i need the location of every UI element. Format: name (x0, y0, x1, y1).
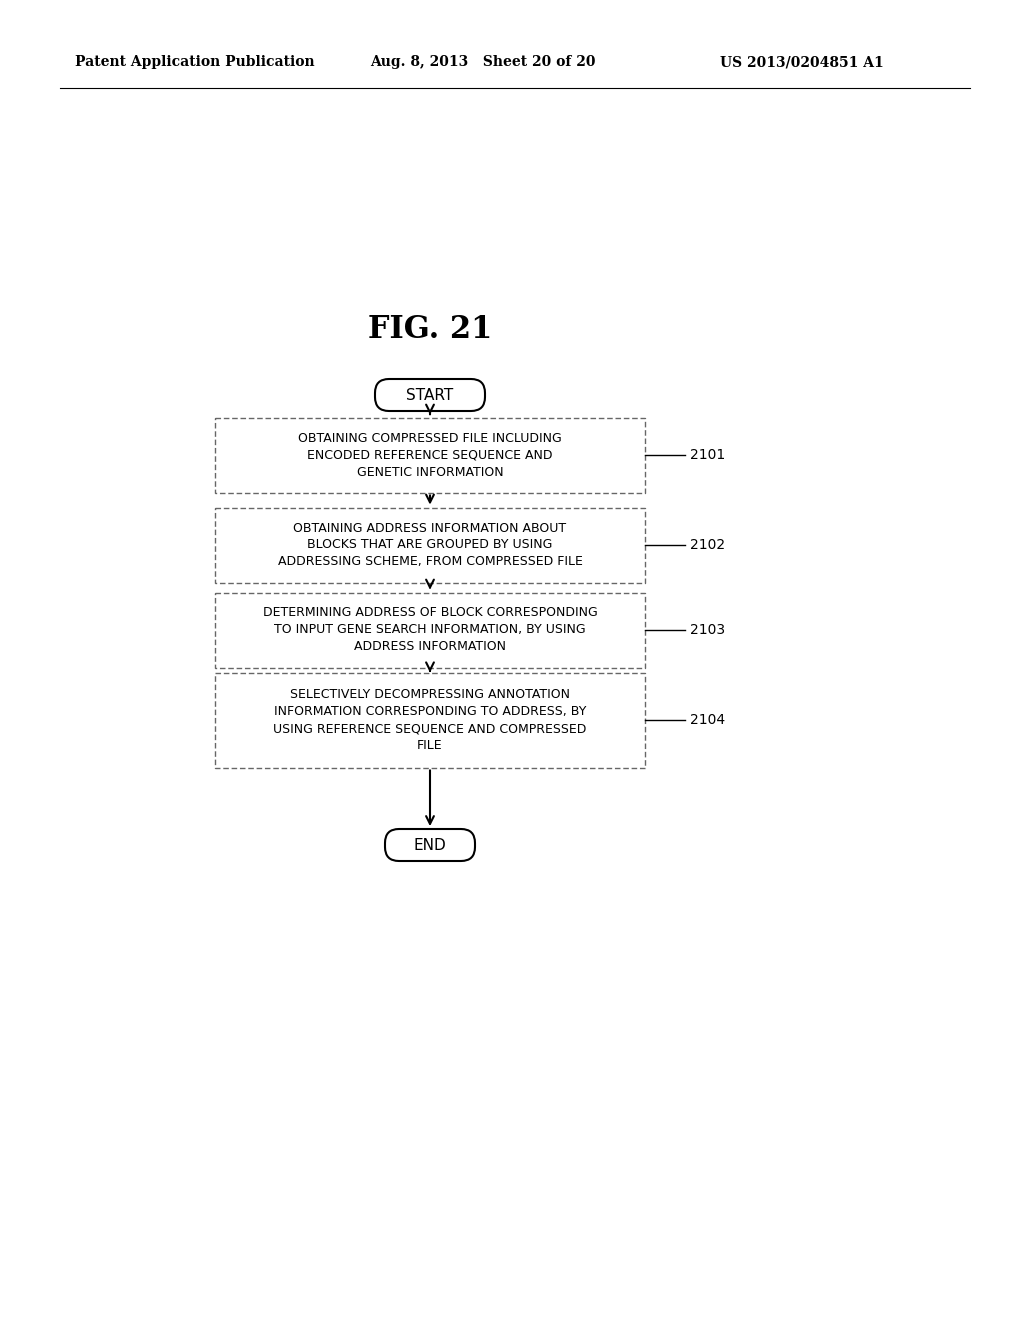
Bar (215, 593, 645, 668)
Text: FIG. 21: FIG. 21 (368, 314, 493, 346)
Text: OBTAINING ADDRESS INFORMATION ABOUT
BLOCKS THAT ARE GROUPED BY USING
ADDRESSING : OBTAINING ADDRESS INFORMATION ABOUT BLOC… (278, 521, 583, 569)
Text: Aug. 8, 2013   Sheet 20 of 20: Aug. 8, 2013 Sheet 20 of 20 (370, 55, 596, 69)
FancyBboxPatch shape (375, 379, 485, 411)
Text: 2104: 2104 (690, 713, 725, 727)
Text: 2102: 2102 (690, 539, 725, 552)
Text: OBTAINING COMPRESSED FILE INCLUDING
ENCODED REFERENCE SEQUENCE AND
GENETIC INFOR: OBTAINING COMPRESSED FILE INCLUDING ENCO… (298, 432, 562, 479)
Text: 2101: 2101 (690, 447, 725, 462)
Bar (215, 507, 645, 582)
Bar (215, 672, 645, 767)
Text: DETERMINING ADDRESS OF BLOCK CORRESPONDING
TO INPUT GENE SEARCH INFORMATION, BY : DETERMINING ADDRESS OF BLOCK CORRESPONDI… (262, 606, 597, 653)
Text: SELECTIVELY DECOMPRESSING ANNOTATION
INFORMATION CORRESPONDING TO ADDRESS, BY
US: SELECTIVELY DECOMPRESSING ANNOTATION INF… (273, 688, 587, 752)
FancyBboxPatch shape (385, 829, 475, 861)
Text: END: END (414, 837, 446, 853)
Text: US 2013/0204851 A1: US 2013/0204851 A1 (720, 55, 884, 69)
Text: Patent Application Publication: Patent Application Publication (75, 55, 314, 69)
Bar (215, 417, 645, 492)
Text: START: START (407, 388, 454, 403)
Text: 2103: 2103 (690, 623, 725, 638)
